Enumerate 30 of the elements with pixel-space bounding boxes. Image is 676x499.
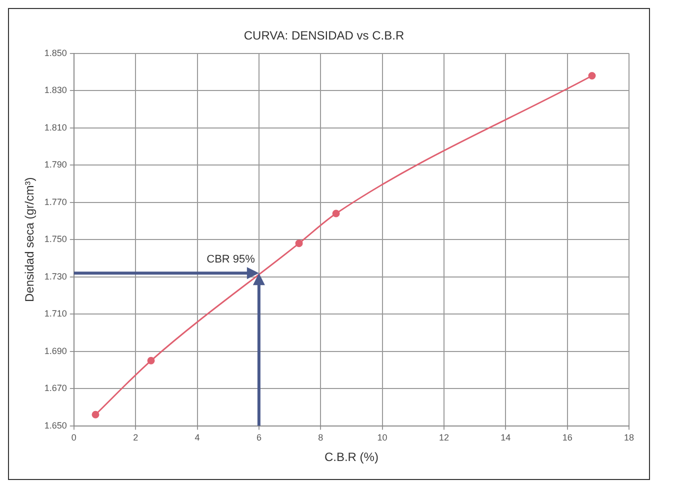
y-tick-label: 1.850 xyxy=(44,48,67,58)
point xyxy=(332,210,340,218)
y-tick-label: 1.650 xyxy=(44,420,67,430)
y-tick-label: 1.770 xyxy=(44,196,67,207)
chart-title: CURVA: DENSIDAD vs C.B.R xyxy=(244,28,404,43)
x-axis-title: C.B.R (%) xyxy=(324,450,378,464)
y-tick-label: 1.750 xyxy=(44,234,67,244)
y-tick-label: 1.810 xyxy=(44,122,67,132)
x-tick-label: 2 xyxy=(133,432,138,443)
y-tick-label: 1.690 xyxy=(44,346,67,356)
x-tick-label: 8 xyxy=(318,432,324,443)
x-tick-label: 12 xyxy=(438,432,449,443)
point xyxy=(92,410,100,418)
y-tick-label: 1.730 xyxy=(44,271,67,282)
x-tick-label: 18 xyxy=(624,432,634,443)
x-tick-label: 14 xyxy=(500,432,511,443)
y-tick-label: 1.710 xyxy=(44,308,67,319)
point xyxy=(295,240,303,248)
annotation: CBR 95% xyxy=(206,254,256,266)
point xyxy=(147,356,155,364)
x-tick-label: 4 xyxy=(194,432,200,443)
y-tick-label: 1.670 xyxy=(44,383,67,394)
y-tick-label: 1.830 xyxy=(44,85,67,96)
y-tick-label: 1.790 xyxy=(44,160,67,170)
x-tick-label: 10 xyxy=(377,432,388,443)
y-axis-title: Densidad seca (gr/cm³) xyxy=(22,177,37,302)
point xyxy=(588,72,596,80)
x-tick-label: 16 xyxy=(562,432,572,443)
x-tick-label: 6 xyxy=(256,432,262,443)
x-tick-label: 0 xyxy=(71,432,76,443)
